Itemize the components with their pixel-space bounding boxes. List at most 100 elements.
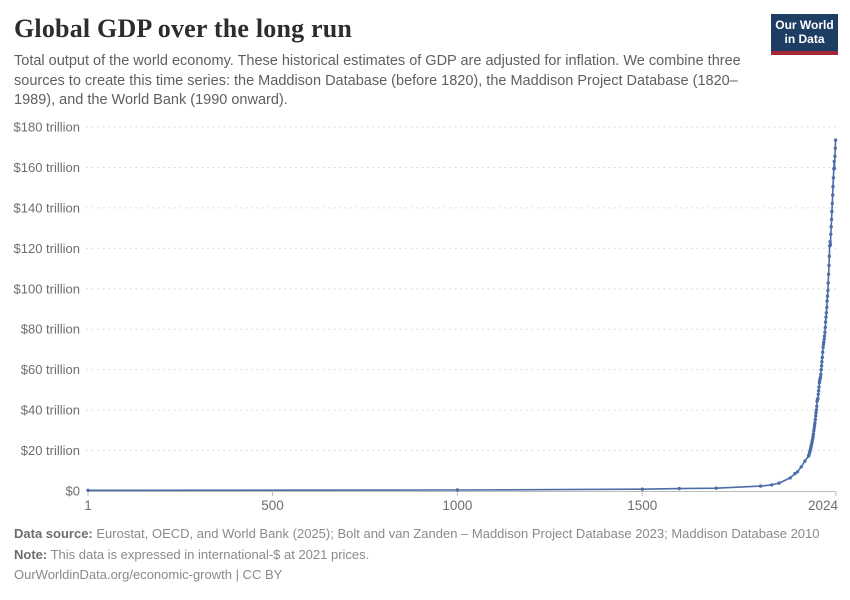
owid-url-license[interactable]: OurWorldinData.org/economic-growth | CC … [14, 567, 283, 582]
data-point-marker[interactable] [814, 411, 818, 415]
data-point-marker[interactable] [822, 340, 826, 344]
data-point-marker[interactable] [777, 481, 781, 485]
data-point-marker[interactable] [812, 429, 816, 433]
y-tick-label: $80 trillion [21, 322, 80, 337]
y-tick-label: $60 trillion [21, 362, 80, 377]
data-point-marker[interactable] [831, 185, 835, 189]
data-point-marker[interactable] [812, 423, 817, 428]
data-point-marker[interactable] [813, 417, 817, 422]
data-point-marker[interactable] [830, 209, 834, 214]
data-point-marker[interactable] [831, 176, 836, 180]
data-point-marker[interactable] [770, 483, 774, 487]
data-point-marker[interactable] [818, 375, 823, 380]
data-point-marker[interactable] [455, 488, 460, 492]
data-point-marker[interactable] [823, 330, 827, 334]
gdp-data-points[interactable] [86, 138, 838, 492]
data-point-marker[interactable] [821, 350, 825, 354]
data-point-marker[interactable] [828, 240, 832, 244]
data-point-marker[interactable] [826, 281, 830, 285]
data-point-marker[interactable] [831, 193, 835, 197]
data-point-marker[interactable] [832, 166, 837, 171]
y-tick-label: $40 trillion [21, 403, 80, 418]
x-axis-labels: 1 500 1000 1500 2024 [84, 498, 838, 513]
data-point-marker[interactable] [821, 345, 825, 350]
data-point-marker[interactable] [822, 337, 826, 341]
data-point-marker[interactable] [817, 385, 821, 389]
data-point-marker[interactable] [825, 294, 830, 298]
data-point-marker[interactable] [833, 146, 837, 150]
data-point-marker[interactable] [826, 272, 831, 276]
gdp-line[interactable] [87, 139, 837, 492]
data-point-marker[interactable] [795, 470, 800, 474]
data-point-marker[interactable] [813, 421, 817, 425]
data-point-marker[interactable] [827, 263, 831, 268]
data-point-marker[interactable] [799, 465, 803, 469]
data-point-marker[interactable] [814, 414, 818, 418]
note-line: Note: This data is expressed in internat… [14, 545, 834, 566]
data-point-marker[interactable] [824, 315, 828, 319]
data-point-marker[interactable] [823, 320, 828, 324]
data-point-marker[interactable] [86, 488, 90, 492]
data-point-marker[interactable] [828, 243, 833, 247]
x-tick-label: 1 [84, 498, 92, 513]
x-axis [87, 491, 837, 496]
owid-logo[interactable]: Our World in Data [771, 14, 838, 55]
data-source-text: Eurostat, OECD, and World Bank (2025); B… [92, 526, 820, 541]
data-point-marker[interactable] [819, 368, 823, 372]
chart-subtitle: Total output of the world economy. These… [14, 53, 741, 108]
x-tick-label: 500 [261, 498, 284, 513]
owid-logo-text: Our World in Data [771, 14, 838, 51]
x-tick-label: 2024 [808, 498, 839, 513]
y-tick-label: $0 [66, 484, 80, 499]
data-point-marker[interactable] [815, 404, 819, 408]
note-label: Note: [14, 546, 48, 562]
data-point-marker[interactable] [714, 486, 718, 490]
x-tick-label: 1500 [627, 498, 657, 513]
data-point-marker[interactable] [814, 408, 819, 412]
data-point-marker[interactable] [825, 299, 829, 303]
y-tick-label: $100 trillion [14, 281, 81, 296]
data-point-marker[interactable] [811, 432, 816, 436]
data-point-marker[interactable] [819, 372, 823, 377]
data-point-marker[interactable] [829, 225, 833, 229]
note-text: This data is expressed in international-… [47, 546, 370, 562]
y-tick-label: $120 trillion [14, 241, 81, 256]
data-point-marker[interactable] [824, 311, 829, 315]
data-point-marker[interactable] [812, 426, 816, 430]
data-point-marker[interactable] [826, 288, 830, 293]
page-title: Global GDP over the long run [14, 14, 353, 43]
data-point-marker[interactable] [820, 355, 824, 360]
data-point-marker[interactable] [823, 325, 827, 330]
owid-logo-line2: in Data [784, 31, 825, 46]
data-point-marker[interactable] [833, 154, 837, 158]
y-tick-label: $180 trillion [14, 120, 81, 135]
data-point-marker[interactable] [820, 360, 824, 364]
data-point-marker[interactable] [803, 459, 807, 463]
data-point-marker[interactable] [825, 305, 829, 310]
y-tick-label: $20 trillion [21, 443, 80, 458]
data-point-marker[interactable] [819, 364, 824, 368]
data-point-marker[interactable] [827, 254, 831, 258]
data-point-marker[interactable] [829, 232, 833, 236]
data-point-marker[interactable] [822, 334, 827, 338]
data-point-marker[interactable] [816, 392, 820, 396]
data-point-marker[interactable] [677, 486, 681, 491]
data-point-marker[interactable] [793, 471, 797, 476]
data-point-marker[interactable] [788, 476, 792, 480]
y-gridlines [86, 126, 836, 452]
data-point-marker[interactable] [830, 201, 834, 206]
data-point-marker[interactable] [829, 217, 834, 222]
data-point-marker[interactable] [758, 484, 763, 488]
data-point-marker[interactable] [816, 389, 821, 393]
data-point-marker[interactable] [833, 138, 838, 142]
data-point-marker[interactable] [832, 159, 836, 164]
data-source-line: Data source: Eurostat, OECD, and World B… [14, 524, 834, 545]
y-tick-label: $160 trillion [14, 160, 81, 175]
data-point-marker[interactable] [816, 396, 820, 401]
x-tick-label: 1000 [442, 498, 472, 513]
data-point-marker[interactable] [640, 487, 644, 491]
y-tick-label: $140 trillion [14, 200, 81, 215]
owid-logo-line1: Our World [775, 18, 834, 32]
